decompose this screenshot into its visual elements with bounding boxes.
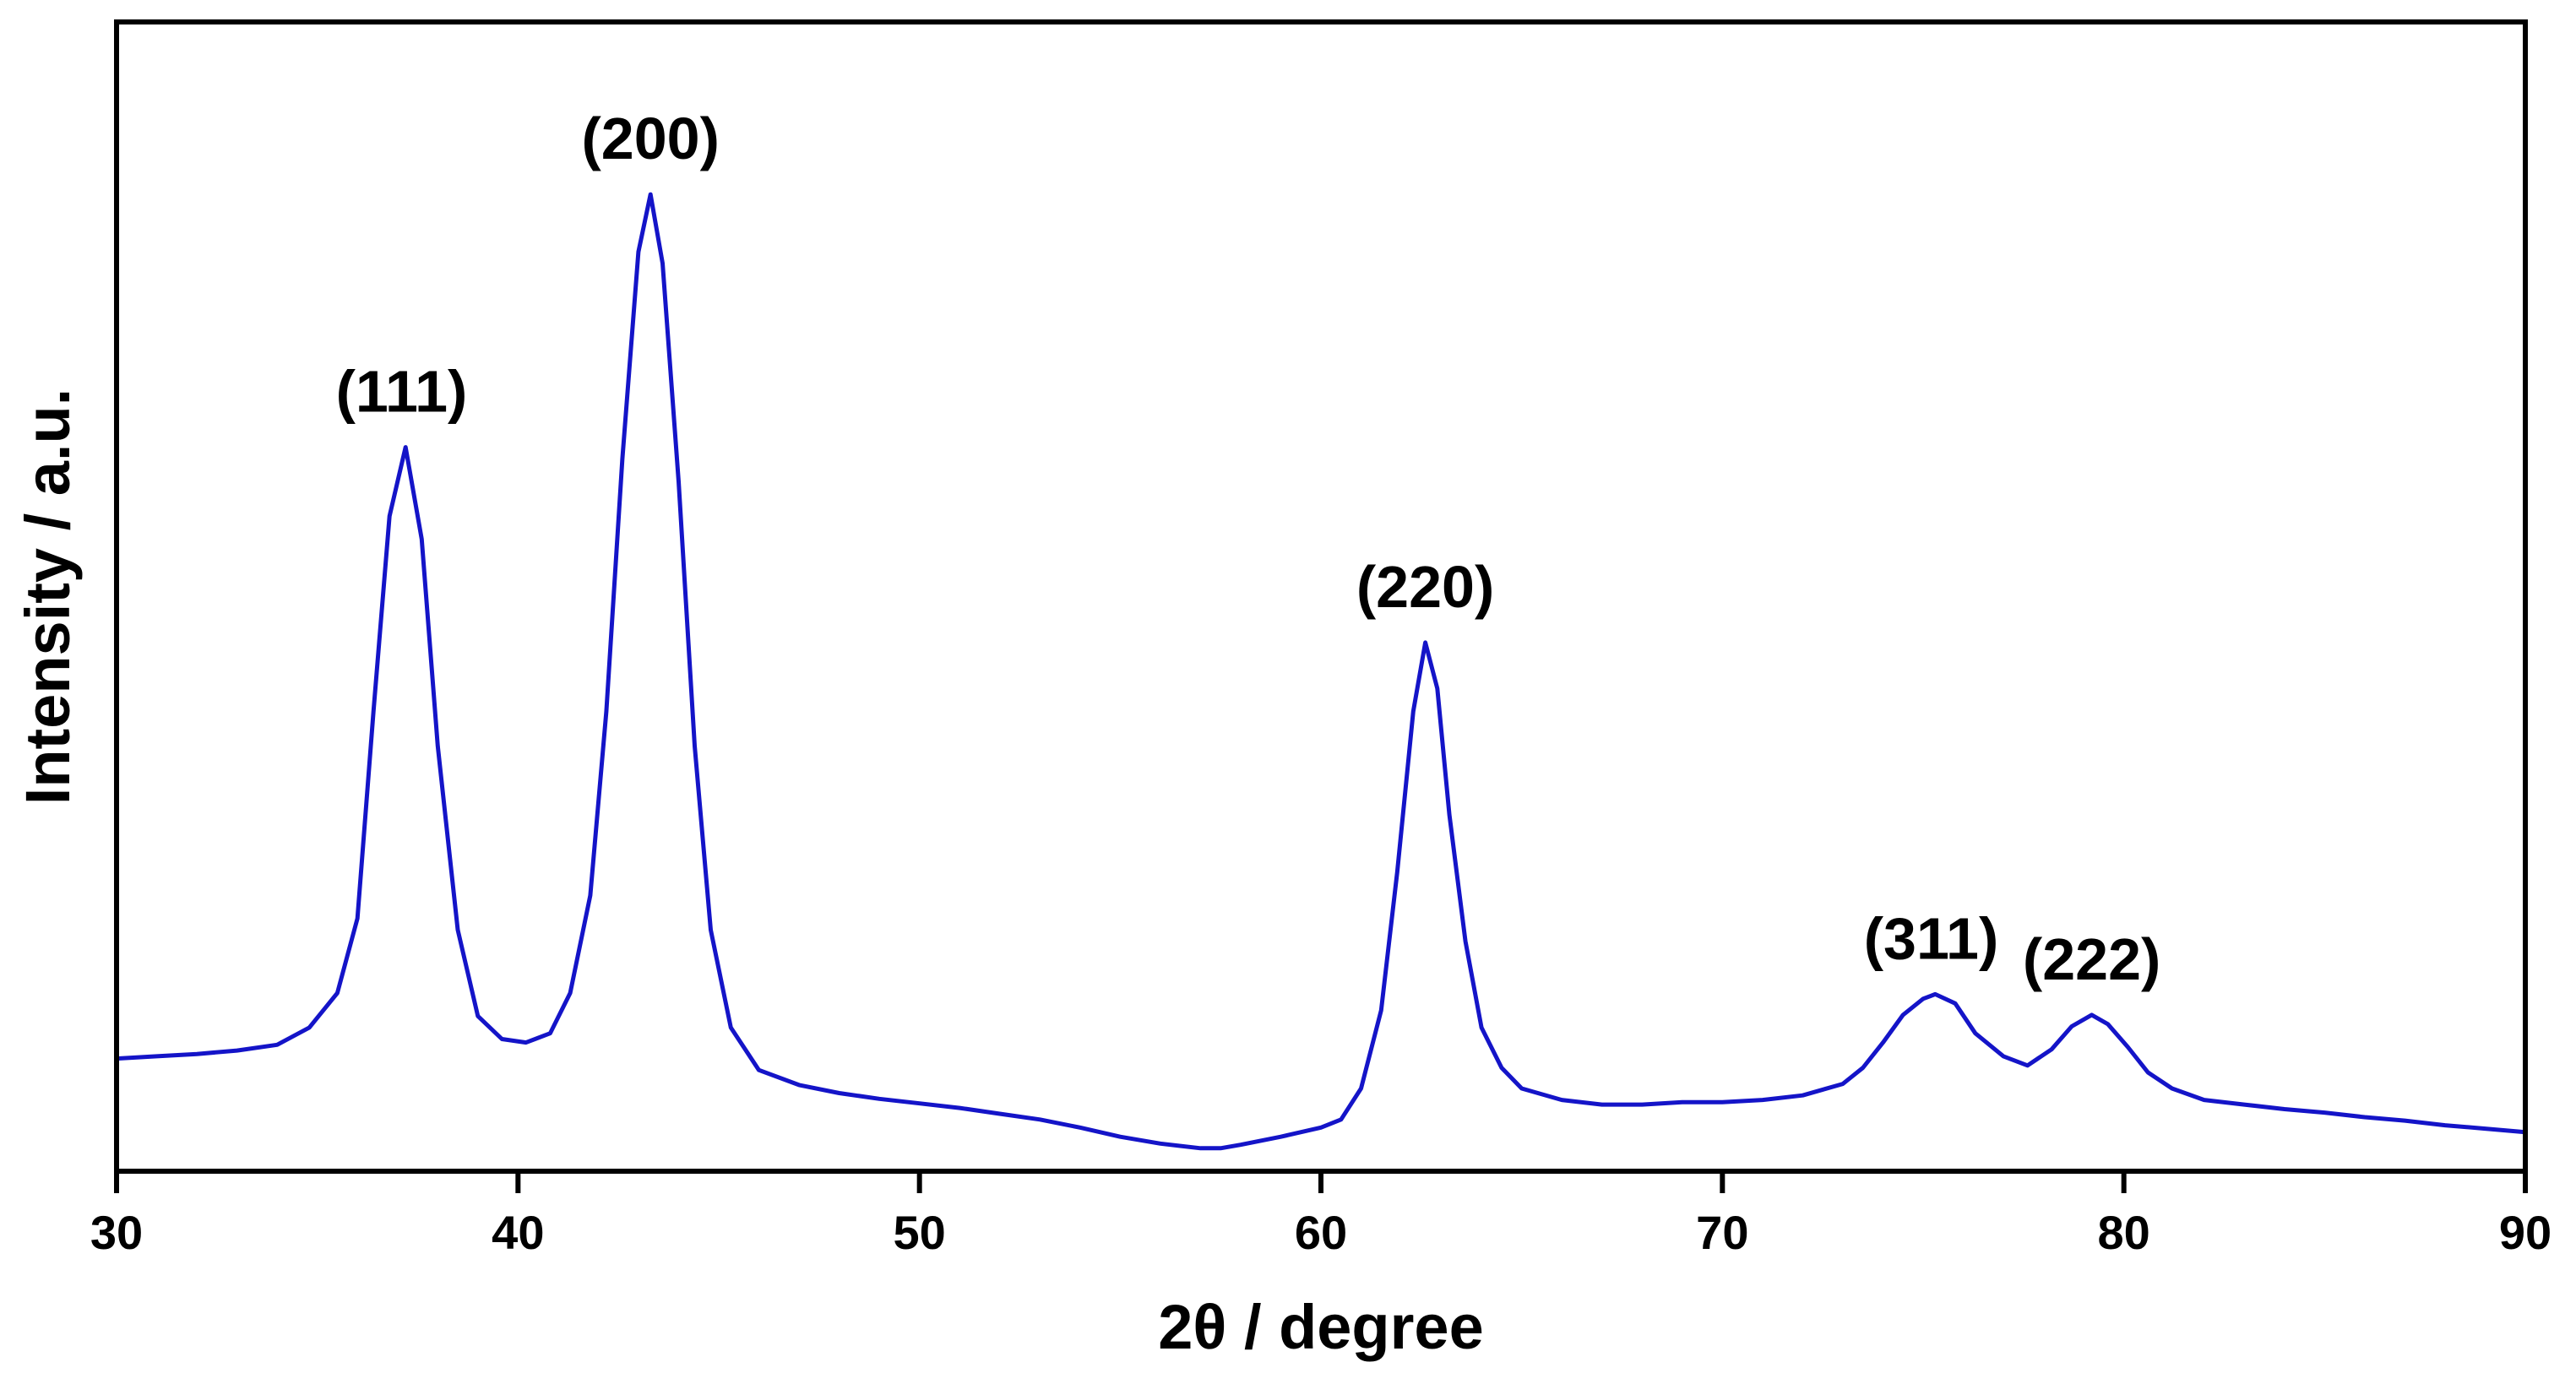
peak-label: (311) — [1864, 905, 1999, 971]
peak-label: (111) — [336, 359, 468, 425]
x-tick-label: 90 — [2499, 1206, 2552, 1259]
x-tick-label: 40 — [492, 1206, 544, 1259]
x-axis-ticks: 30 40 50 60 70 80 90 — [90, 1171, 2552, 1259]
x-axis-title: 2θ / degree — [1158, 1292, 1484, 1362]
x-tick-label: 80 — [2098, 1206, 2150, 1259]
x-tick-label: 30 — [90, 1206, 143, 1259]
series-layer — [114, 192, 2528, 1151]
peak-label: (220) — [1356, 554, 1494, 620]
peak-annotations: (111) (200) (220) (311) (222) — [336, 106, 2161, 992]
x-tick-label: 60 — [1295, 1206, 1347, 1259]
x-tick-label: 50 — [894, 1206, 946, 1259]
peak-label: (200) — [581, 106, 719, 171]
peak-label: (222) — [2023, 926, 2160, 992]
y-axis-title: Intensity / a.u. — [13, 388, 83, 805]
plot-frame — [114, 19, 2528, 1174]
xrd-series-line-0 — [114, 192, 2528, 1151]
x-tick-label: 70 — [1696, 1206, 1748, 1259]
